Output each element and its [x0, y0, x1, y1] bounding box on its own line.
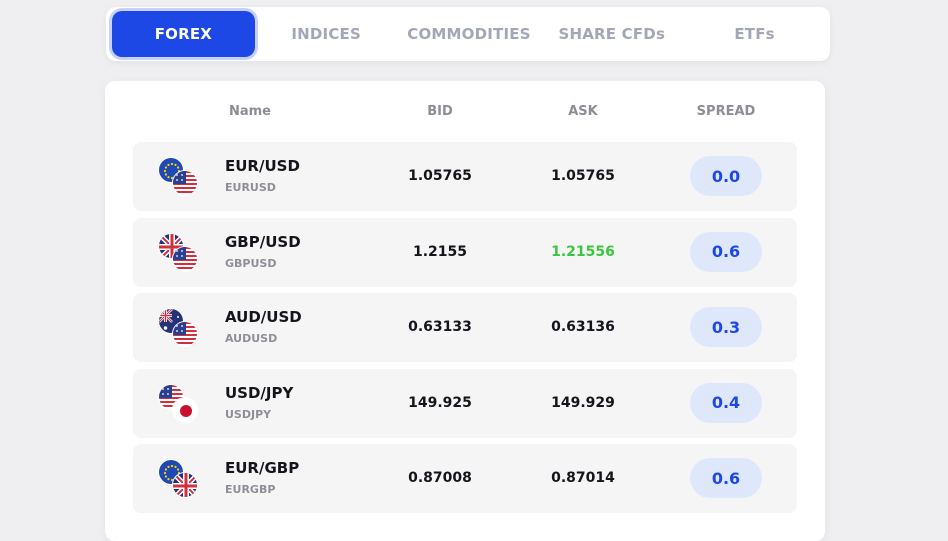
pair-name: AUD/USD: [225, 308, 302, 326]
bid-price: 1.05765: [408, 168, 472, 184]
bid-price: 0.87008: [408, 470, 472, 486]
us-flag-icon: [172, 170, 198, 196]
pair-name: EUR/USD: [225, 157, 300, 175]
spread-badge: 0.0: [690, 156, 762, 196]
us-flag-icon: [172, 245, 198, 272]
tab-forex[interactable]: FOREX: [112, 11, 255, 57]
bid-price: 0.63133: [408, 319, 472, 335]
table-row[interactable]: AUD/USD AUDUSD 0.63133 0.63136 0.3: [133, 293, 797, 362]
header-bid: BID: [427, 104, 453, 119]
spread-badge: 0.6: [690, 231, 762, 272]
table-row[interactable]: EUR/GBP EURGBP 0.87008 0.87014 0.6: [133, 444, 797, 513]
ask-price: 0.87014: [551, 470, 615, 486]
table-row[interactable]: GBP/USD GBPUSD 1.2155 1.21556 0.6: [133, 217, 797, 287]
bid-price: 1.2155: [412, 243, 468, 260]
bid-price: 149.925: [408, 394, 472, 411]
ask-price: 0.63136: [551, 319, 615, 335]
pair-name: EUR/GBP: [225, 459, 300, 477]
us-flag-icon: [172, 321, 198, 347]
currency-flags: [158, 157, 202, 197]
pair-code: USDJPY: [225, 407, 272, 421]
pair-name: USD/JPY: [225, 383, 294, 402]
ask-price: 1.05765: [551, 168, 615, 184]
header-ask: ASK: [568, 104, 598, 119]
uk-flag-icon: [172, 472, 198, 498]
currency-flags: [158, 308, 202, 348]
currency-flags: [158, 232, 202, 273]
table-row[interactable]: USD/JPY USDJPY 149.925 149.929 0.4: [133, 368, 797, 438]
spread-badge: 0.3: [690, 307, 762, 347]
pair-code: EURUSD: [225, 181, 276, 194]
pair-code: GBPUSD: [225, 256, 277, 270]
uk-flag-icon: [158, 232, 184, 259]
ask-price: 149.929: [551, 394, 615, 411]
market-tabs: FOREX INDICES COMMODITIES SHARE CFDs ETF…: [106, 7, 830, 61]
tab-share-cfds[interactable]: SHARE CFDs: [558, 25, 666, 43]
ask-price: 1.21556: [551, 243, 615, 260]
jp-flag-icon: [172, 396, 198, 423]
spread-badge: 0.4: [690, 382, 762, 423]
table-row[interactable]: EUR/USD EURUSD 1.05765 1.05765 0.0: [133, 142, 797, 211]
currency-flags: [158, 459, 202, 499]
tab-etfs[interactable]: ETFs: [734, 25, 775, 43]
tab-indices[interactable]: INDICES: [291, 25, 362, 43]
pair-code: AUDUSD: [225, 332, 278, 345]
header-spread: SPREAD: [696, 104, 756, 119]
currency-flags: [158, 383, 202, 424]
pair-code: EURGBP: [225, 483, 276, 496]
header-name: Name: [228, 104, 271, 119]
spread-badge: 0.6: [690, 458, 762, 498]
pair-name: GBP/USD: [225, 232, 301, 251]
tab-commodities[interactable]: COMMODITIES: [407, 25, 531, 43]
